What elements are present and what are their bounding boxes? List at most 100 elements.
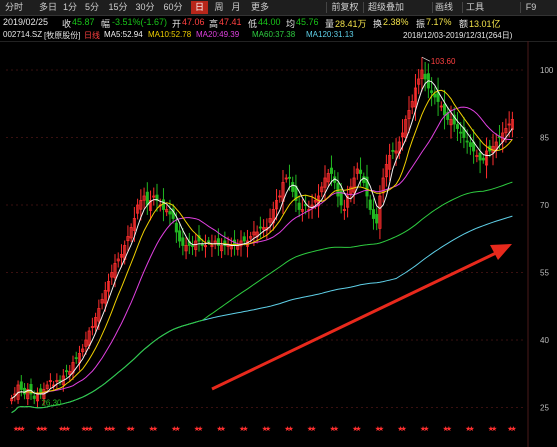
candle-body bbox=[29, 384, 33, 395]
separator bbox=[462, 2, 463, 13]
candle-body bbox=[100, 299, 104, 304]
super-overlay-button[interactable]: 超级叠加 bbox=[367, 2, 404, 12]
tools-button[interactable]: 工具 bbox=[465, 2, 484, 12]
low-label: 低 bbox=[248, 19, 258, 29]
separator bbox=[520, 2, 521, 13]
tab-intraday[interactable]: 分时 bbox=[4, 2, 23, 12]
candle-body bbox=[275, 200, 279, 210]
candle-body bbox=[452, 114, 456, 125]
candle-body bbox=[55, 380, 59, 382]
quote-date: 2019/02/25 bbox=[3, 17, 49, 27]
candle-body bbox=[26, 389, 30, 400]
open-value: 47.06 bbox=[182, 17, 205, 27]
moving-average-legend: 002714.SZ [牧原股份] 日线 MA5:52.94 MA10:52.78… bbox=[0, 29, 557, 42]
f9-button[interactable]: F9 bbox=[525, 2, 537, 12]
tab-30min[interactable]: 30分 bbox=[135, 2, 155, 12]
tab-1min[interactable]: 1分 bbox=[62, 2, 77, 12]
candle-body bbox=[258, 226, 262, 229]
candle-body bbox=[94, 317, 98, 328]
candle-body bbox=[468, 142, 472, 147]
tab-15min[interactable]: 15分 bbox=[108, 2, 128, 12]
candle-body bbox=[423, 73, 427, 80]
event-marker: ★ bbox=[171, 425, 177, 433]
candle-body bbox=[32, 395, 36, 399]
candle-body bbox=[323, 177, 327, 188]
tab-monthly[interactable]: 月 bbox=[231, 2, 241, 12]
candle-body bbox=[481, 157, 485, 161]
event-marker: ★ bbox=[16, 425, 22, 433]
candle-body bbox=[242, 236, 246, 242]
candle-body bbox=[291, 182, 295, 192]
y-tick-label: 40 bbox=[540, 336, 549, 345]
candle-body bbox=[81, 348, 85, 353]
candle-body bbox=[45, 384, 49, 390]
y-tick-label: 85 bbox=[540, 134, 549, 143]
separator bbox=[363, 2, 364, 13]
candle-body bbox=[462, 127, 466, 138]
forward-adjust-button[interactable]: 前复权 bbox=[331, 2, 359, 12]
candle-body bbox=[142, 195, 146, 201]
chart-grid bbox=[6, 41, 529, 447]
tab-more[interactable]: 更多 bbox=[250, 2, 269, 12]
candle-body bbox=[74, 357, 78, 360]
event-marker: ★ bbox=[239, 425, 245, 433]
candle-body bbox=[129, 227, 133, 239]
candle-body bbox=[320, 186, 324, 193]
event-marker: ★ bbox=[375, 425, 381, 433]
y-tick-label: 25 bbox=[540, 404, 549, 413]
candle-body bbox=[139, 200, 143, 210]
candle-body bbox=[342, 209, 346, 211]
event-marker: ★ bbox=[423, 425, 429, 433]
candle-body bbox=[113, 263, 117, 279]
candle-body bbox=[145, 191, 149, 206]
candle-body bbox=[184, 245, 188, 252]
candle-body bbox=[249, 236, 253, 239]
candle-body bbox=[465, 140, 469, 143]
ma10-value: MA10:52.78 bbox=[148, 30, 192, 39]
candle-body bbox=[417, 78, 421, 85]
draw-line-button[interactable]: 画线 bbox=[434, 2, 453, 12]
event-marker: ★ bbox=[443, 425, 449, 433]
candle-body bbox=[507, 123, 511, 126]
event-marker: ★ bbox=[58, 425, 64, 433]
event-marker: ★ bbox=[510, 425, 516, 433]
trend-arrow-head bbox=[490, 244, 512, 260]
candle-body bbox=[68, 371, 72, 375]
candle-body bbox=[355, 168, 359, 174]
stock-name: [牧原股份] bbox=[44, 31, 81, 40]
event-marker: ★ bbox=[149, 425, 155, 433]
ma20-value: MA20:49.39 bbox=[196, 30, 240, 39]
turnover-value: 2.38% bbox=[383, 17, 409, 27]
tab-weekly[interactable]: 周 bbox=[214, 2, 224, 12]
candle-body bbox=[84, 339, 88, 347]
event-marker: ★ bbox=[39, 425, 45, 433]
max-price-label: 103.60 bbox=[431, 57, 456, 66]
turnover-label: 换 bbox=[373, 19, 383, 29]
tab-daily[interactable]: 日 bbox=[191, 1, 208, 14]
event-marker: ★ bbox=[420, 425, 426, 433]
volume-label: 量 bbox=[325, 19, 335, 29]
event-marker: ★ bbox=[465, 425, 471, 433]
candle-body bbox=[116, 258, 120, 262]
candle-body bbox=[110, 272, 114, 278]
tab-multi-day[interactable]: 多日 bbox=[38, 2, 57, 12]
event-marker: ★ bbox=[378, 425, 384, 433]
candle-body bbox=[371, 209, 375, 219]
candles bbox=[10, 57, 514, 408]
candle-body bbox=[268, 218, 272, 223]
volume-value: 28.41万 bbox=[335, 19, 367, 29]
tab-60min[interactable]: 60分 bbox=[163, 2, 183, 12]
candle-body bbox=[391, 150, 395, 152]
ma120-value: MA120:31.13 bbox=[306, 30, 354, 39]
close-value: 45.87 bbox=[72, 17, 95, 27]
tab-5min[interactable]: 5分 bbox=[84, 2, 99, 12]
ma60-line bbox=[11, 181, 513, 414]
event-marker: ★ bbox=[242, 425, 248, 433]
candle-body bbox=[375, 214, 379, 224]
candle-body bbox=[152, 195, 156, 198]
candle-body bbox=[430, 90, 434, 93]
candle-body bbox=[119, 254, 123, 258]
candle-body bbox=[23, 387, 27, 395]
candle-body bbox=[90, 326, 94, 328]
